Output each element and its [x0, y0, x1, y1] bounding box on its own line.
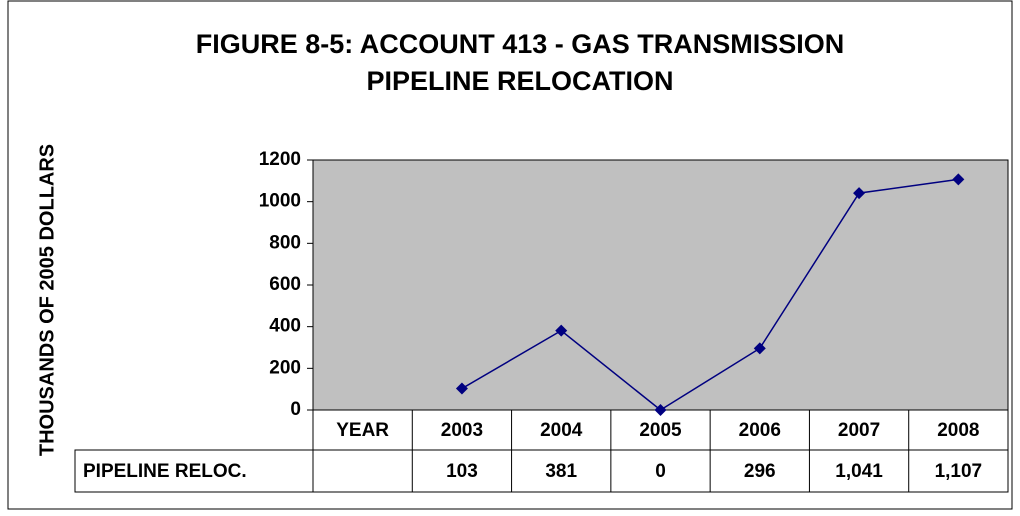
- chart-title: PIPELINE RELOCATION: [366, 66, 673, 96]
- chart-title: FIGURE 8-5: ACCOUNT 413 - GAS TRANSMISSI…: [196, 29, 845, 59]
- data-label: 103: [446, 461, 478, 482]
- x-tick-label: 2004: [540, 420, 583, 441]
- data-label: 296: [744, 461, 776, 482]
- y-tick-label: 0: [290, 399, 301, 420]
- y-tick-label: 1200: [259, 149, 301, 170]
- data-label: 0: [655, 461, 666, 482]
- y-tick-label: 1000: [259, 191, 301, 212]
- data-label: 1,107: [935, 461, 983, 482]
- y-tick-label: 800: [269, 232, 301, 253]
- data-point: [753, 342, 766, 355]
- x-tick-label: 2007: [838, 420, 880, 441]
- data-label: 381: [545, 461, 577, 482]
- x-tick-label: 2008: [937, 420, 979, 441]
- data-point: [952, 173, 965, 186]
- plot-area: [312, 159, 1009, 411]
- data-point: [555, 324, 568, 337]
- data-label: 1,041: [835, 461, 883, 482]
- x-tick-label: YEAR: [336, 420, 389, 441]
- y-axis-title: THOUSANDS OF 2005 DOLLARS: [36, 144, 58, 456]
- y-tick-label: 400: [269, 316, 301, 337]
- data-point: [654, 404, 667, 416]
- data-point: [853, 187, 866, 200]
- legend-label: PIPELINE RELOC.: [83, 461, 247, 482]
- x-tick-label: 2003: [441, 420, 483, 441]
- x-tick-label: 2006: [739, 420, 781, 441]
- data-point: [455, 382, 468, 395]
- y-tick-label: 200: [269, 357, 301, 378]
- y-tick-label: 600: [269, 274, 301, 295]
- series-line: [461, 178, 959, 411]
- x-tick-label: 2005: [639, 420, 682, 441]
